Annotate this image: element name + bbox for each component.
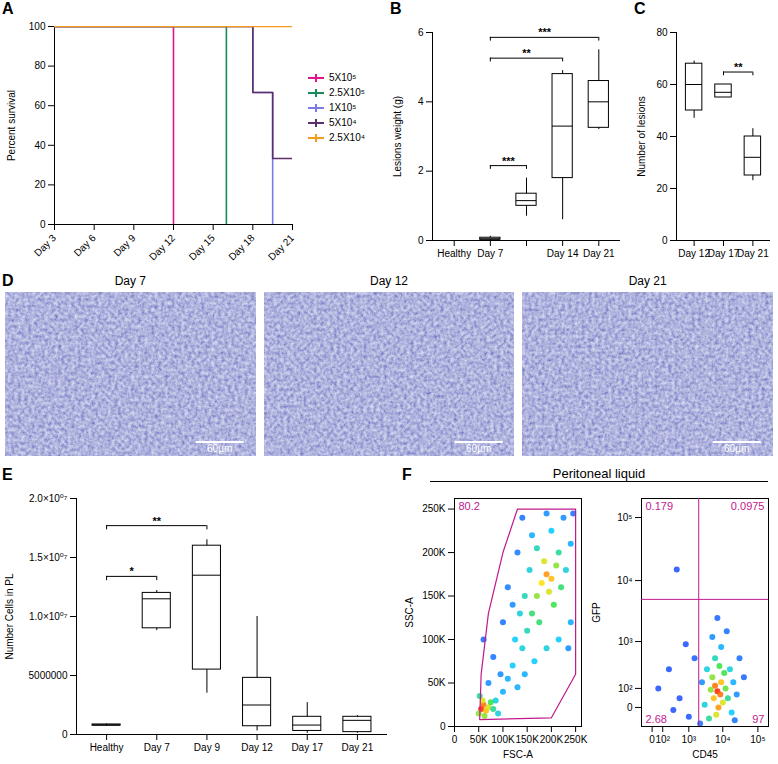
svg-text:Day 17: Day 17: [291, 742, 323, 753]
svg-text:Day 21: Day 21: [583, 248, 615, 259]
svg-text:Day 12: Day 12: [241, 742, 273, 753]
svg-text:1.5×10⁰⁷: 1.5×10⁰⁷: [29, 552, 68, 563]
svg-text:10⁵: 10⁵: [617, 512, 632, 523]
svg-text:***: ***: [538, 26, 552, 38]
svg-text:0: 0: [62, 729, 68, 740]
svg-text:Healthy: Healthy: [90, 742, 124, 753]
svg-text:Healthy: Healthy: [437, 248, 471, 259]
html-text:D: D: [2, 272, 14, 289]
html-text:B: B: [390, 0, 402, 17]
svg-text:Day 9: Day 9: [194, 742, 221, 753]
svg-text:Day 7: Day 7: [144, 742, 171, 753]
svg-text:GFP: GFP: [591, 602, 602, 623]
svg-text:20: 20: [656, 183, 668, 194]
svg-text:5000000: 5000000: [29, 670, 68, 681]
svg-text:**: **: [522, 47, 531, 59]
svg-text:Day 21: Day 21: [266, 232, 296, 262]
svg-text:10²: 10²: [655, 734, 670, 745]
svg-text:1.0×10⁰⁷: 1.0×10⁰⁷: [29, 611, 68, 622]
html-text:Day 21: Day 21: [628, 274, 667, 288]
html-text:5X10⁵: 5X10⁵: [329, 72, 357, 83]
html-text:2.5X10⁴: 2.5X10⁴: [329, 132, 365, 143]
svg-text:50K: 50K: [428, 677, 446, 688]
svg-text:Day 7: Day 7: [477, 248, 504, 259]
svg-text:FSC-A: FSC-A: [503, 749, 533, 760]
svg-text:10³: 10³: [682, 734, 697, 745]
svg-text:2.0×10⁰⁷: 2.0×10⁰⁷: [29, 493, 68, 504]
svg-text:80: 80: [656, 27, 668, 38]
svg-text:0.0975: 0.0975: [731, 500, 765, 512]
svg-text:SSC-A: SSC-A: [404, 597, 415, 628]
svg-text:0: 0: [662, 235, 668, 246]
svg-text:**: **: [734, 61, 743, 73]
svg-text:Day 15: Day 15: [187, 232, 217, 262]
svg-text:60: 60: [34, 100, 46, 111]
svg-text:50K: 50K: [470, 734, 488, 745]
html-text:C: C: [634, 0, 646, 17]
svg-text:250K: 250K: [564, 734, 588, 745]
svg-text:10⁴: 10⁴: [617, 575, 632, 586]
svg-text:80.2: 80.2: [459, 500, 480, 512]
svg-text:Day 3: Day 3: [32, 232, 59, 259]
svg-text:250K: 250K: [422, 503, 446, 514]
svg-text:Day 9: Day 9: [111, 232, 138, 259]
svg-text:97: 97: [752, 713, 764, 725]
svg-text:Day 21: Day 21: [342, 742, 374, 753]
svg-text:4: 4: [418, 96, 424, 107]
svg-text:60µm: 60µm: [724, 443, 749, 454]
svg-text:***: ***: [502, 155, 516, 167]
svg-text:40: 40: [656, 131, 668, 142]
svg-text:80: 80: [34, 60, 46, 71]
svg-text:20: 20: [34, 179, 46, 190]
svg-text:0: 0: [440, 721, 446, 732]
svg-text:6: 6: [418, 27, 424, 38]
svg-text:Day 6: Day 6: [72, 232, 99, 259]
svg-text:150K: 150K: [422, 590, 446, 601]
svg-text:60µm: 60µm: [207, 443, 232, 454]
svg-text:Percent survival: Percent survival: [6, 90, 17, 161]
svg-text:CD45: CD45: [692, 749, 718, 760]
svg-text:Number of lesions: Number of lesions: [636, 96, 647, 177]
html-text:F: F: [402, 466, 412, 483]
svg-text:60µm: 60µm: [466, 443, 491, 454]
svg-text:2: 2: [418, 165, 424, 176]
svg-text:200K: 200K: [540, 734, 564, 745]
html-text:Peritoneal liquid: Peritoneal liquid: [552, 466, 646, 481]
svg-text:100K: 100K: [422, 634, 446, 645]
svg-text:Day 21: Day 21: [737, 248, 769, 259]
html-text:5X10⁴: 5X10⁴: [329, 117, 357, 128]
svg-text:**: **: [152, 515, 161, 527]
svg-text:10²: 10²: [618, 683, 633, 694]
html-text:E: E: [2, 466, 13, 483]
svg-text:10⁴: 10⁴: [715, 734, 730, 745]
svg-text:60: 60: [656, 79, 668, 90]
svg-text:10³: 10³: [618, 636, 633, 647]
svg-text:0: 0: [627, 702, 633, 713]
html-text:A: A: [2, 0, 14, 17]
svg-text:2.68: 2.68: [646, 713, 667, 725]
svg-text:0: 0: [452, 734, 458, 745]
svg-text:*: *: [130, 565, 135, 577]
html-text:Day 12: Day 12: [370, 274, 408, 288]
svg-text:200K: 200K: [422, 547, 446, 558]
html-text:2.5X10⁵: 2.5X10⁵: [329, 87, 365, 98]
svg-text:Day 12: Day 12: [678, 248, 710, 259]
svg-text:Day 12: Day 12: [147, 232, 177, 262]
svg-text:0: 0: [40, 219, 46, 230]
html-text:Day 7: Day 7: [114, 274, 146, 288]
svg-text:100: 100: [29, 21, 46, 32]
svg-text:0.179: 0.179: [646, 500, 674, 512]
svg-text:Day 17: Day 17: [708, 248, 740, 259]
svg-text:Day 18: Day 18: [226, 232, 256, 262]
svg-text:100K: 100K: [491, 734, 515, 745]
svg-text:0: 0: [418, 235, 424, 246]
svg-text:10⁵: 10⁵: [750, 734, 765, 745]
svg-text:Lesions weight (g): Lesions weight (g): [392, 96, 403, 177]
svg-text:0: 0: [649, 734, 655, 745]
svg-text:40: 40: [34, 140, 46, 151]
svg-text:Day 14: Day 14: [547, 248, 579, 259]
html-text:1X10⁵: 1X10⁵: [329, 102, 357, 113]
svg-text:150K: 150K: [515, 734, 539, 745]
svg-text:Number Cells in PL: Number Cells in PL: [4, 573, 15, 660]
